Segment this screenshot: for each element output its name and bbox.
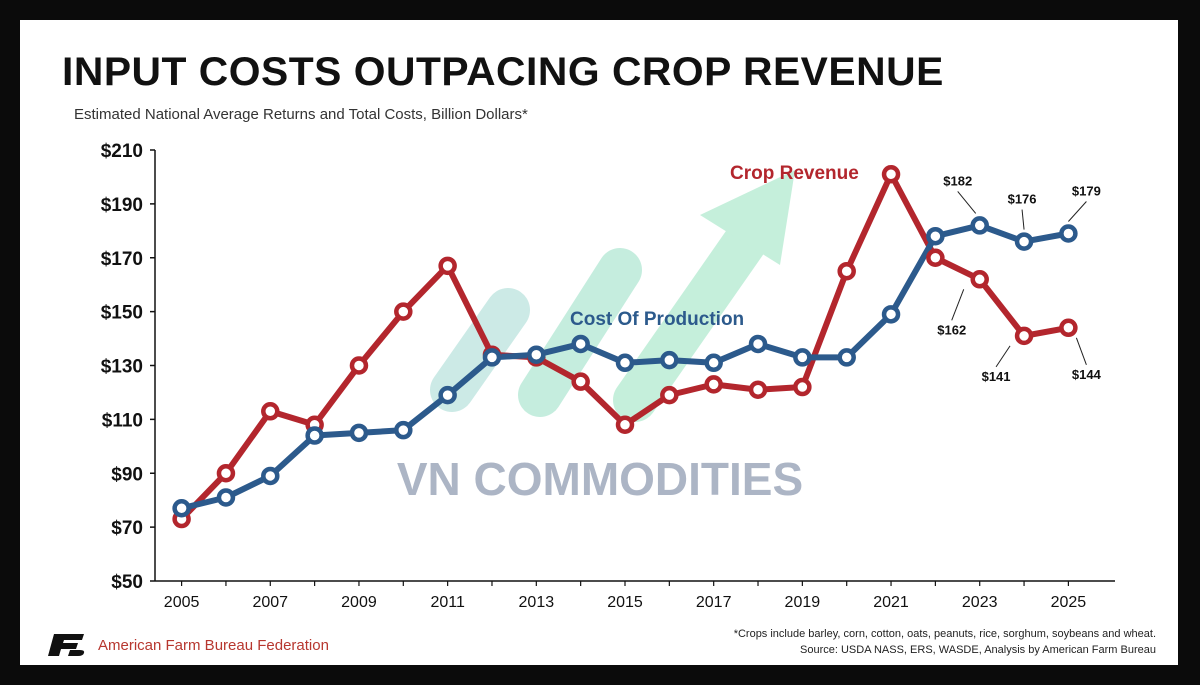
annotation-leader	[1068, 201, 1087, 222]
y-tick-label: $50	[111, 572, 143, 593]
cost-of-production-point	[1059, 224, 1078, 243]
x-tick-label: 2021	[873, 594, 909, 611]
annotation-leader	[995, 345, 1011, 368]
watermark-text: VN COMMODITIES	[397, 453, 803, 505]
y-tick-label: $110	[102, 410, 143, 431]
annotation-leader	[1075, 337, 1087, 365]
annotation-leader	[957, 191, 977, 214]
cost-of-production-point	[527, 345, 546, 364]
organization-name: American Farm Bureau Federation	[98, 636, 329, 654]
line-chart: VN COMMODITIES $50 $70 $90 $110 $130 $150 $170 $…	[101, 141, 1115, 611]
cost-of-production-point	[261, 466, 280, 486]
footnote-source: Source: USDA NASS, ERS, WASDE, Analysis …	[800, 644, 1156, 656]
data-label: $144	[1072, 367, 1102, 382]
crop-revenue-series-label: Crop Revenue	[730, 163, 859, 184]
x-tick-label: 2023	[962, 594, 998, 611]
footnote: *Crops include barley, corn, cotton, oat…	[734, 626, 1156, 658]
crop-revenue-point	[1014, 326, 1034, 346]
crop-revenue-point	[793, 377, 812, 397]
cost-of-production-point	[1014, 232, 1034, 251]
data-label: $176	[1008, 192, 1037, 207]
y-tick-label: $190	[101, 195, 143, 216]
crop-revenue-point	[571, 372, 590, 391]
x-tick-label: 2011	[430, 594, 465, 611]
cost-of-production-point	[482, 348, 502, 367]
crop-revenue-point	[748, 380, 768, 399]
cost-of-production-point	[305, 426, 324, 445]
x-tick-label: 2015	[607, 594, 643, 611]
data-label: $179	[1072, 184, 1101, 199]
crop-revenue-point	[261, 402, 280, 421]
cost-of-production-point	[615, 353, 635, 373]
cost-of-production-point	[394, 420, 413, 440]
cost-of-production-point	[881, 305, 901, 324]
fb-logo-icon	[48, 634, 85, 656]
data-label: $162	[937, 322, 966, 337]
data-label: $141	[982, 369, 1011, 384]
cost-of-production-series-label: Cost Of Production	[570, 309, 744, 330]
crop-revenue-point	[394, 302, 413, 321]
x-tick-label: 2019	[785, 594, 821, 611]
cost-of-production-point	[660, 350, 679, 370]
chart-card: INPUT COSTS OUTPACING CROP REVENUE Estim…	[20, 20, 1178, 665]
cost-of-production-point	[926, 226, 945, 246]
crop-revenue-point	[438, 256, 457, 276]
y-tick-label: $150	[101, 303, 143, 324]
cost-of-production-point	[349, 423, 369, 443]
y-tick-label: $90	[111, 464, 143, 485]
watermark-arrowhead-icon	[700, 170, 795, 265]
footer-brand: American Farm Bureau Federation	[46, 632, 329, 658]
crop-revenue-point	[1059, 318, 1078, 338]
cost-of-production-point	[748, 334, 768, 354]
cost-of-production-point	[704, 353, 723, 373]
annotation-leader	[1021, 209, 1025, 230]
cost-of-production-point	[438, 385, 457, 405]
x-tick-label: 2017	[696, 594, 732, 611]
y-tick-label: $210	[101, 141, 143, 162]
cost-of-production-point	[970, 216, 989, 235]
x-tick-label: 2009	[341, 594, 377, 611]
y-tick-label: $70	[111, 518, 143, 539]
x-tick-label: 2007	[252, 594, 288, 611]
cost-of-production-point	[571, 334, 590, 354]
y-tick-label: $170	[101, 249, 143, 270]
chart-title: INPUT COSTS OUTPACING CROP REVENUE	[62, 50, 944, 94]
watermark-stripe	[613, 213, 772, 422]
watermark-stripe	[430, 288, 530, 412]
watermark	[430, 170, 795, 422]
cost-of-production-point	[216, 488, 236, 507]
crop-revenue-point	[837, 261, 856, 281]
x-tick-label: 2005	[164, 594, 200, 611]
crop-revenue-point	[704, 375, 723, 394]
watermark-stripe	[518, 248, 642, 417]
crop-revenue-point	[349, 356, 369, 375]
crop-revenue-point	[970, 270, 989, 289]
annotation-leader	[951, 289, 965, 321]
cost-of-production-point	[172, 499, 191, 518]
crop-revenue-point	[926, 248, 945, 267]
chart-subtitle: Estimated National Average Returns and T…	[74, 106, 528, 123]
crop-revenue-point	[615, 415, 635, 435]
data-label: $182	[943, 173, 972, 188]
crop-revenue-point	[660, 385, 679, 405]
cost-of-production-point	[793, 348, 812, 367]
footnote-crops: *Crops include barley, corn, cotton, oat…	[733, 628, 1156, 640]
crop-revenue-point	[881, 164, 901, 184]
y-tick-label: $130	[101, 357, 143, 378]
x-tick-label: 2025	[1051, 594, 1087, 611]
x-tick-label: 2013	[519, 594, 555, 611]
cost-of-production-point	[837, 348, 856, 367]
crop-revenue-point	[216, 464, 236, 483]
